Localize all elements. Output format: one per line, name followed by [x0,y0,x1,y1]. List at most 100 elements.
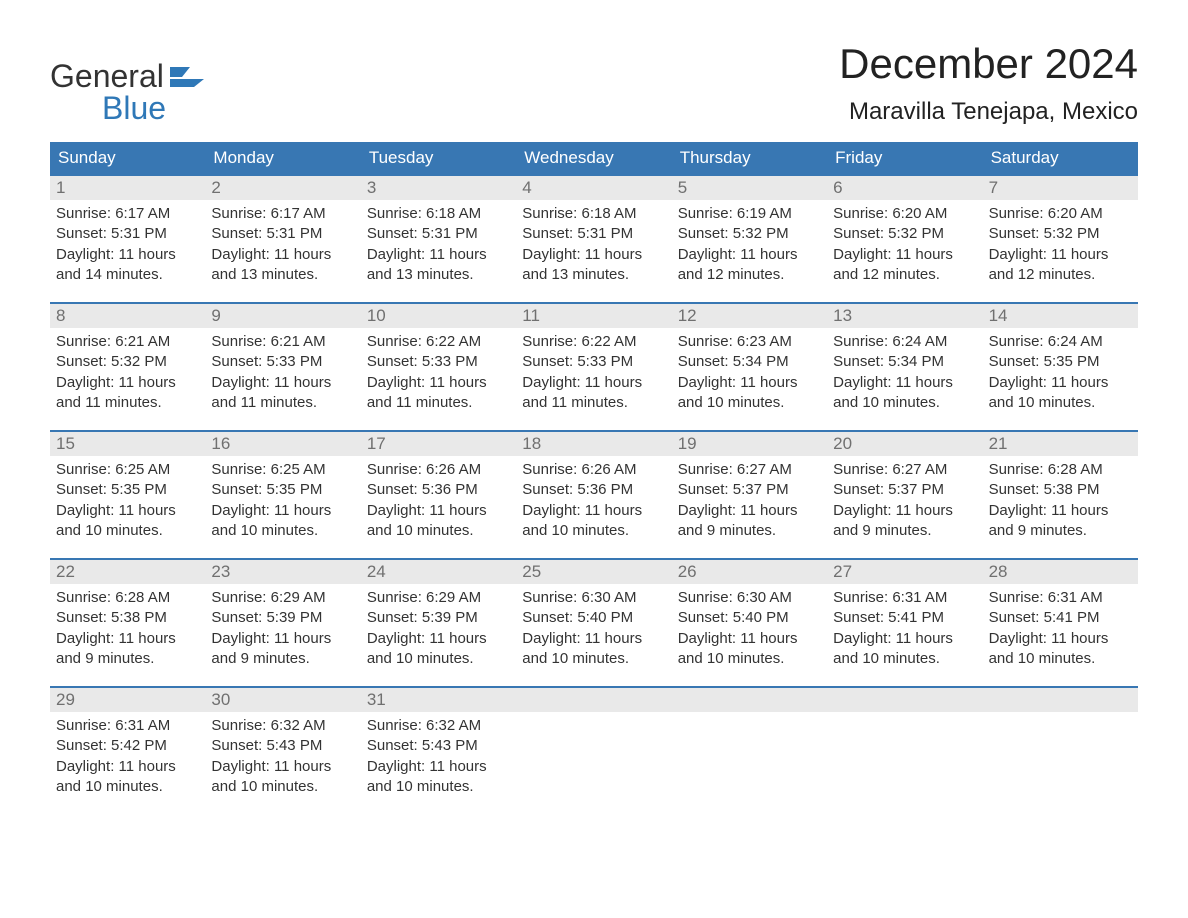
day-cell: 21Sunrise: 6:28 AMSunset: 5:38 PMDayligh… [983,432,1138,558]
day-body: Sunrise: 6:32 AMSunset: 5:43 PMDaylight:… [205,716,360,797]
day-body: Sunrise: 6:27 AMSunset: 5:37 PMDaylight:… [672,460,827,541]
day-number: 9 [205,304,360,328]
day-cell: 7Sunrise: 6:20 AMSunset: 5:32 PMDaylight… [983,176,1138,302]
day-number: 18 [516,432,671,456]
day-cell: 13 Sunrise: 6:24 AMSunset: 5:34 PMDayligh… [827,304,982,430]
day-dl2: and 12 minutes. [833,265,976,285]
day-body: Sunrise: 6:20 AMSunset: 5:32 PMDaylight:… [827,204,982,285]
day-sunset: Sunset: 5:40 PM [678,608,821,628]
day-dl1: Daylight: 11 hours [522,373,665,393]
dow-cell: Wednesday [516,142,671,174]
day-body: Sunrise: 6:25 AMSunset: 5:35 PMDaylight:… [50,460,205,541]
day-number: 20 [827,432,982,456]
day-number: 8 [50,304,205,328]
day-number: 31 [361,688,516,712]
day-cell: 24Sunrise: 6:29 AMSunset: 5:39 PMDayligh… [361,560,516,686]
day-sunset: Sunset: 5:31 PM [56,224,199,244]
day-sunset: Sunset: 5:39 PM [367,608,510,628]
day-number: 12 [672,304,827,328]
day-number: 14 [983,304,1138,328]
day-body: Sunrise: 6:32 AMSunset: 5:43 PMDaylight:… [361,716,516,797]
day-number: 28 [983,560,1138,584]
day-dl1: Daylight: 11 hours [211,501,354,521]
day-sunset: Sunset: 5:32 PM [989,224,1132,244]
day-sunset: Sunset: 5:38 PM [989,480,1132,500]
page-title: December 2024 [839,40,1138,88]
dow-cell: Tuesday [361,142,516,174]
day-cell: 14Sunrise: 6:24 AMSunset: 5:35 PMDayligh… [983,304,1138,430]
day-sunset: Sunset: 5:39 PM [211,608,354,628]
day-sunrise: Sunrise: 6:22 AM [367,332,510,352]
day-dl2: and 10 minutes. [678,393,821,413]
day-sunset: Sunset: 5:37 PM [678,480,821,500]
day-sunset: Sunset: 5:31 PM [211,224,354,244]
day-dl1: Daylight: 11 hours [367,373,510,393]
day-dl1: Daylight: 11 hours [678,629,821,649]
day-body: Sunrise: 6:18 AMSunset: 5:31 PMDaylight:… [361,204,516,285]
day-sunrise: Sunrise: 6:24 AM [989,332,1132,352]
day-cell [672,688,827,814]
day-number [827,688,982,712]
day-sunrise: Sunrise: 6:17 AM [211,204,354,224]
day-dl1: Daylight: 11 hours [367,629,510,649]
day-cell: 16Sunrise: 6:25 AMSunset: 5:35 PMDayligh… [205,432,360,558]
day-cell: 19Sunrise: 6:27 AMSunset: 5:37 PMDayligh… [672,432,827,558]
day-sunset: Sunset: 5:32 PM [56,352,199,372]
day-number [672,688,827,712]
day-sunrise: Sunrise: 6:25 AM [56,460,199,480]
day-sunrise: Sunrise: 6:28 AM [56,588,199,608]
day-dl1: Daylight: 11 hours [678,501,821,521]
day-cell: 20Sunrise: 6:27 AMSunset: 5:37 PMDayligh… [827,432,982,558]
day-dl1: Daylight: 11 hours [522,245,665,265]
day-dl1: Daylight: 11 hours [678,245,821,265]
day-dl1: Daylight: 11 hours [833,245,976,265]
day-sunset: Sunset: 5:40 PM [522,608,665,628]
day-dl2: and 11 minutes. [367,393,510,413]
day-dl1: Daylight: 11 hours [211,757,354,777]
day-sunrise: Sunrise: 6:29 AM [367,588,510,608]
day-dl2: and 13 minutes. [211,265,354,285]
day-sunrise: Sunrise: 6:17 AM [56,204,199,224]
day-sunset: Sunset: 5:41 PM [833,608,976,628]
day-dl1: Daylight: 11 hours [989,373,1132,393]
day-number: 10 [361,304,516,328]
day-sunset: Sunset: 5:38 PM [56,608,199,628]
day-sunrise: Sunrise: 6:23 AM [678,332,821,352]
calendar: SundayMondayTuesdayWednesdayThursdayFrid… [50,142,1138,814]
day-body: Sunrise: 6:31 AMSunset: 5:41 PMDaylight:… [983,588,1138,669]
day-dl1: Daylight: 11 hours [678,373,821,393]
day-sunset: Sunset: 5:32 PM [833,224,976,244]
day-dl1: Daylight: 11 hours [989,629,1132,649]
day-cell: 31 Sunrise: 6:32 AMSunset: 5:43 PMDayligh… [361,688,516,814]
day-dl2: and 10 minutes. [367,649,510,669]
day-body: Sunrise: 6:24 AMSunset: 5:34 PMDaylight:… [827,332,982,413]
day-body: Sunrise: 6:22 AMSunset: 5:33 PMDaylight:… [516,332,671,413]
title-block: December 2024 Maravilla Tenejapa, Mexico [839,40,1138,138]
header: General Blue December 2024 Maravilla Ten… [50,40,1138,138]
day-number: 16 [205,432,360,456]
day-cell [516,688,671,814]
day-number: 27 [827,560,982,584]
day-sunset: Sunset: 5:37 PM [833,480,976,500]
day-sunset: Sunset: 5:33 PM [211,352,354,372]
day-dl1: Daylight: 11 hours [833,629,976,649]
day-dl2: and 10 minutes. [833,649,976,669]
week-row: 8Sunrise: 6:21 AMSunset: 5:32 PMDaylight… [50,302,1138,430]
day-sunrise: Sunrise: 6:26 AM [367,460,510,480]
day-cell: 3Sunrise: 6:18 AMSunset: 5:31 PMDaylight… [361,176,516,302]
day-sunrise: Sunrise: 6:22 AM [522,332,665,352]
day-dl2: and 9 minutes. [678,521,821,541]
week-row: 15Sunrise: 6:25 AMSunset: 5:35 PMDayligh… [50,430,1138,558]
day-number: 21 [983,432,1138,456]
dow-cell: Thursday [672,142,827,174]
day-dl2: and 10 minutes. [989,393,1132,413]
day-sunrise: Sunrise: 6:30 AM [678,588,821,608]
day-cell: 22Sunrise: 6:28 AMSunset: 5:38 PMDayligh… [50,560,205,686]
day-sunset: Sunset: 5:32 PM [678,224,821,244]
logo: General Blue [50,40,204,124]
day-dl2: and 10 minutes. [367,777,510,797]
dow-cell: Monday [205,142,360,174]
day-dl1: Daylight: 11 hours [367,757,510,777]
day-body: Sunrise: 6:22 AMSunset: 5:33 PMDaylight:… [361,332,516,413]
day-number: 13 [827,304,982,328]
